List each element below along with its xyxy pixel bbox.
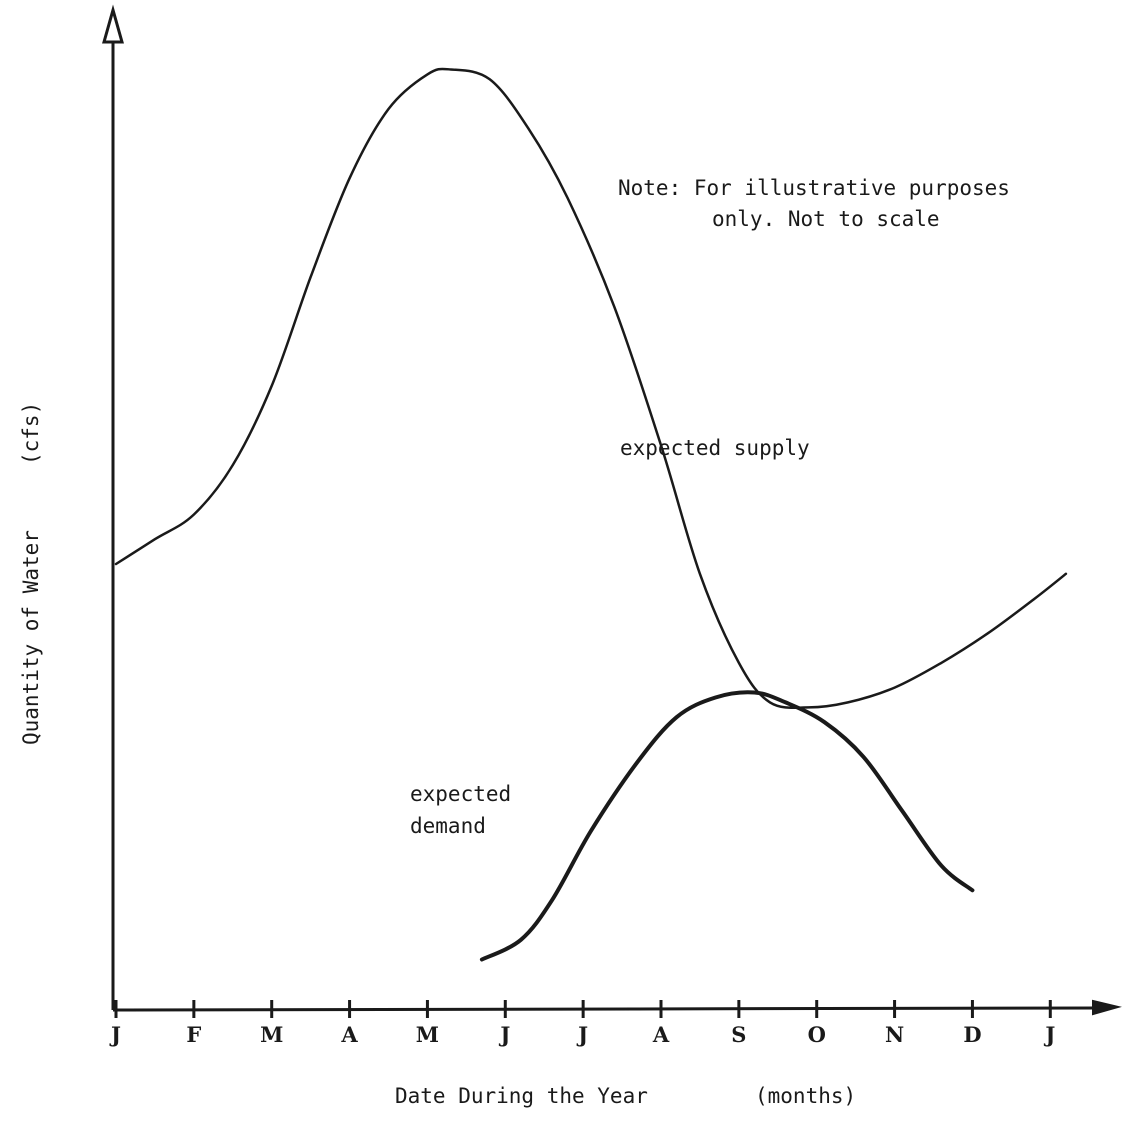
- supply-label: expected supply: [620, 436, 810, 460]
- demand-curve: [479, 690, 975, 962]
- x-tick-label: M: [416, 1022, 439, 1047]
- x-tick-label: J: [109, 1022, 121, 1047]
- x-tick-label: J: [1043, 1022, 1055, 1047]
- y-axis-unit: (cfs): [19, 402, 43, 465]
- supply-curve: [114, 67, 1068, 710]
- x-axis-unit: (months): [755, 1084, 856, 1108]
- x-tick-label: J: [498, 1022, 510, 1047]
- axes: [102, 4, 1122, 1016]
- demand-label-line-2: demand: [410, 814, 486, 838]
- y-axis-arrowhead: [102, 4, 124, 44]
- x-tick-label: J: [576, 1022, 588, 1047]
- x-tick-label: A: [340, 1022, 358, 1047]
- series-lines: [114, 67, 1068, 962]
- x-ticks: [114, 1000, 1052, 1018]
- y-axis-title-group: Quantity of Water (cfs): [19, 402, 43, 745]
- x-tick-label: M: [260, 1022, 283, 1047]
- x-tick-label: N: [885, 1022, 904, 1047]
- x-tick-label: S: [731, 1022, 746, 1047]
- x-axis-title: Date During the Year: [395, 1084, 648, 1108]
- x-tick-label: A: [652, 1022, 670, 1047]
- x-axis-arrowhead: [1092, 999, 1122, 1016]
- y-axis-title: Quantity of Water: [19, 530, 43, 745]
- x-axis-line: [112, 1006, 1101, 1012]
- note-line-1: Note: For illustrative purposes: [618, 176, 1010, 200]
- note-line-2: only. Not to scale: [712, 207, 940, 231]
- x-tick-label: D: [963, 1022, 981, 1047]
- x-tick-label: O: [808, 1022, 826, 1047]
- demand-label-line-1: expected: [410, 782, 511, 806]
- x-tick-label: F: [186, 1022, 201, 1047]
